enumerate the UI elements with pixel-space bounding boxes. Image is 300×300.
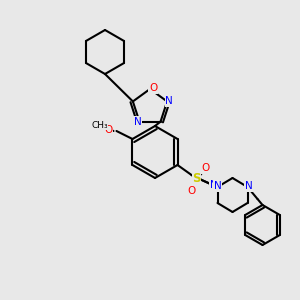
Text: O: O — [188, 186, 196, 196]
Text: N: N — [214, 181, 221, 191]
Text: O: O — [104, 125, 112, 135]
Text: CH₃: CH₃ — [91, 121, 108, 130]
Text: N: N — [244, 181, 252, 191]
Text: O: O — [201, 163, 210, 173]
Text: N: N — [210, 180, 218, 190]
Text: N: N — [165, 96, 173, 106]
Text: O: O — [149, 83, 157, 93]
Text: S: S — [192, 172, 201, 185]
Text: N: N — [134, 117, 141, 127]
